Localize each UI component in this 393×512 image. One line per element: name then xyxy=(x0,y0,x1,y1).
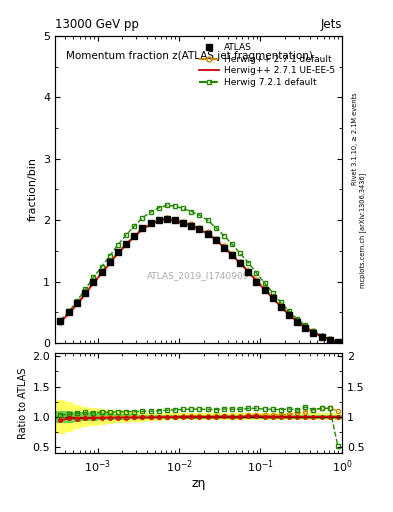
Text: mcplots.cern.ch [arXiv:1306.3436]: mcplots.cern.ch [arXiv:1306.3436] xyxy=(360,173,366,288)
Text: ATLAS_2019_I1740909: ATLAS_2019_I1740909 xyxy=(147,271,250,280)
Legend: ATLAS, Herwig++ 2.7.1 default, Herwig++ 2.7.1 UE-EE-5, Herwig 7.2.1 default: ATLAS, Herwig++ 2.7.1 default, Herwig++ … xyxy=(196,40,338,90)
X-axis label: zη: zη xyxy=(191,477,206,490)
Text: Jets: Jets xyxy=(320,18,342,31)
Text: Rivet 3.1.10, ≥ 2.1M events: Rivet 3.1.10, ≥ 2.1M events xyxy=(352,92,358,184)
Text: 13000 GeV pp: 13000 GeV pp xyxy=(55,18,139,31)
Y-axis label: fraction/bin: fraction/bin xyxy=(28,158,37,222)
Text: Momentum fraction z(ATLAS jet fragmentation): Momentum fraction z(ATLAS jet fragmentat… xyxy=(66,51,313,61)
Y-axis label: Ratio to ATLAS: Ratio to ATLAS xyxy=(18,368,28,439)
